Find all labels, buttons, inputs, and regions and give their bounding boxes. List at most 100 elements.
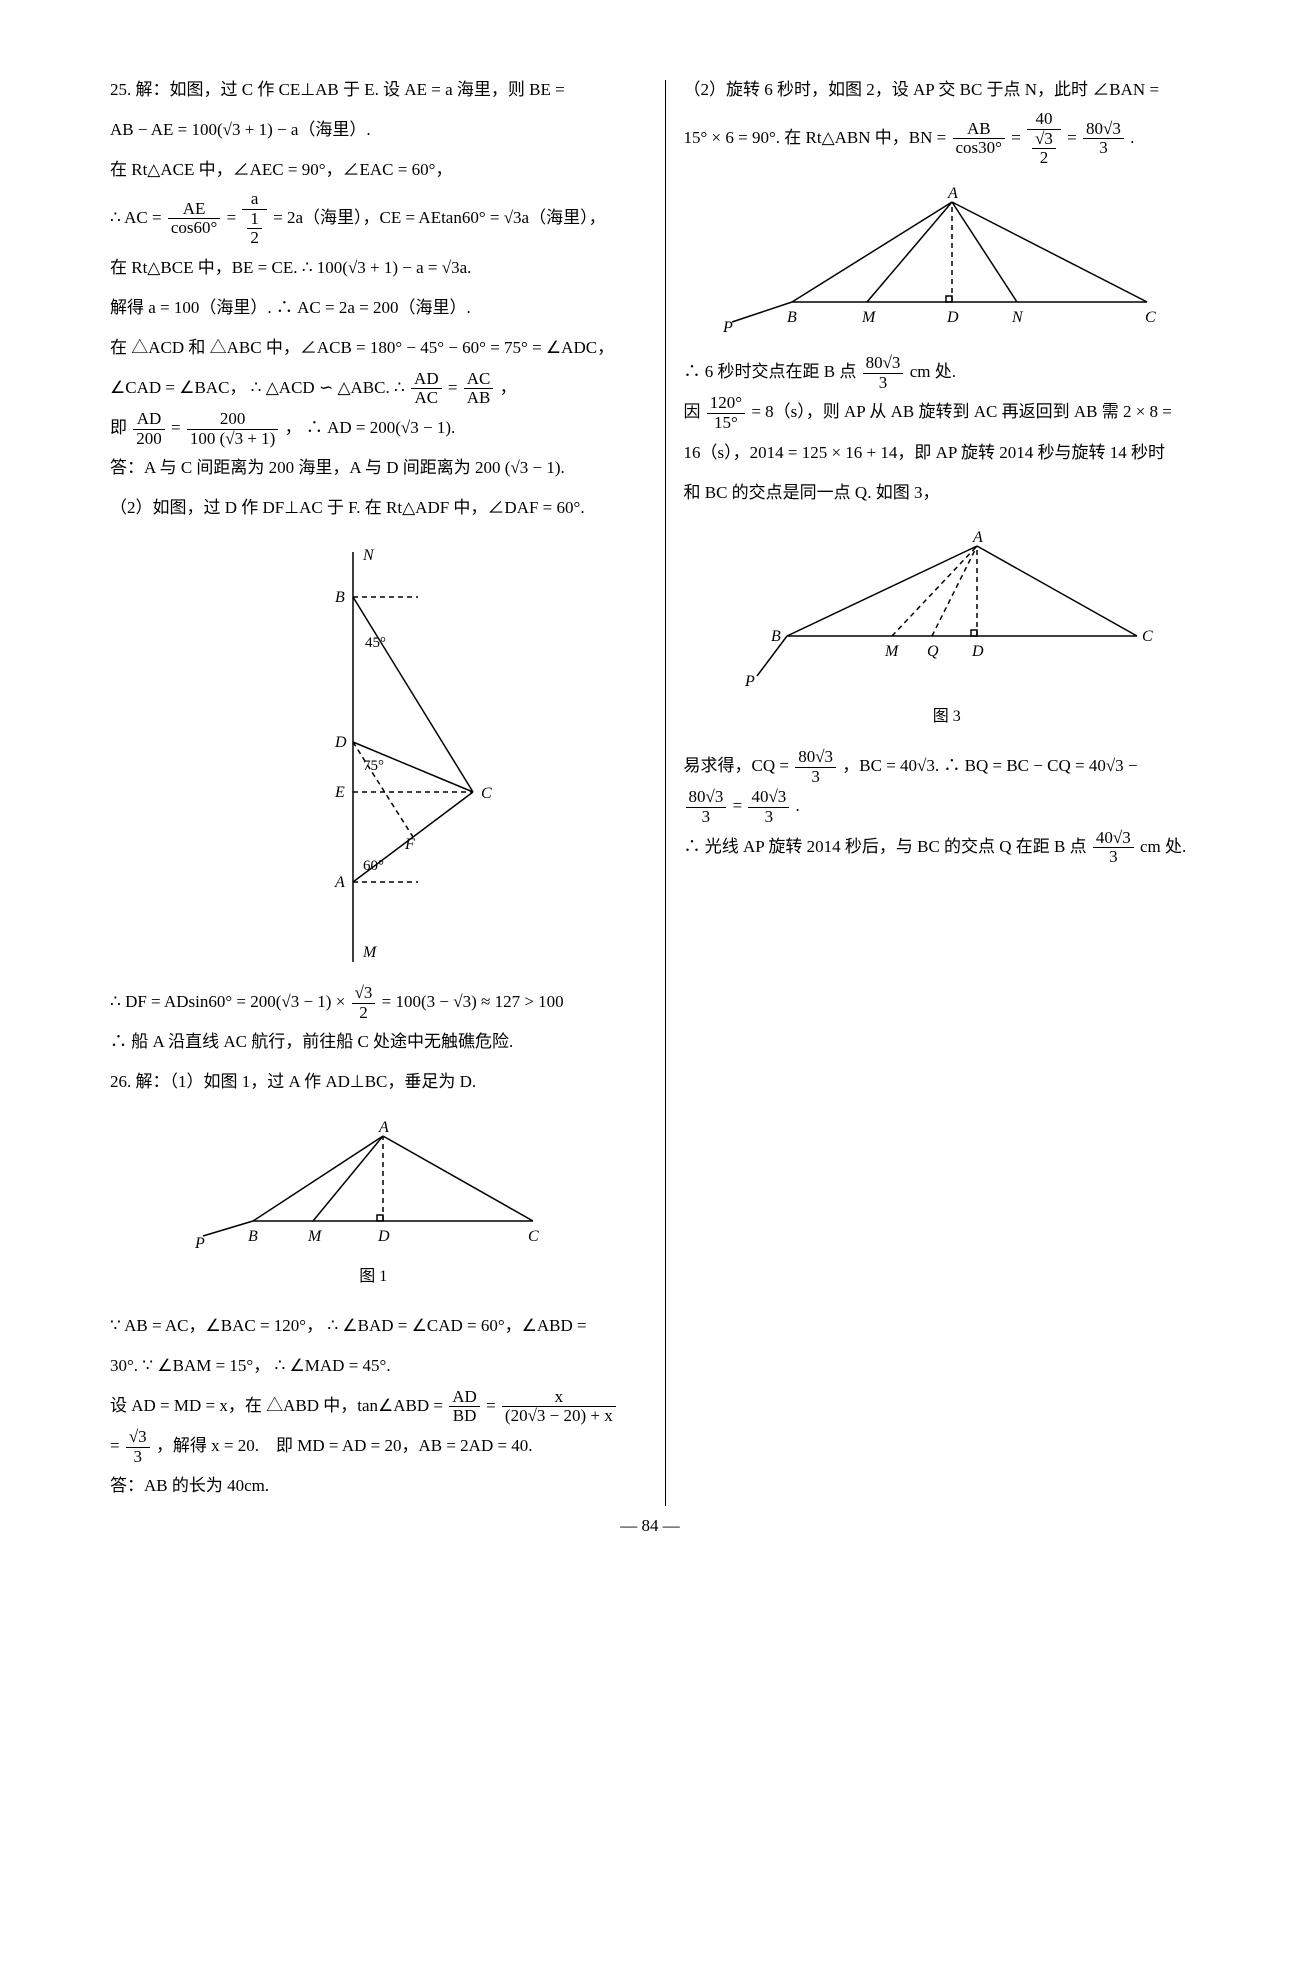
text: = bbox=[227, 208, 237, 227]
denominator: cos60° bbox=[168, 219, 220, 238]
text-line: 和 BC 的交点是同一点 Q. 如图 3， bbox=[684, 473, 1211, 513]
svg-text:A: A bbox=[972, 529, 983, 546]
text: cm 处. bbox=[910, 362, 956, 381]
text-line: 在 Rt△ACE 中，∠AEC = 90°，∠EAC = 60°， bbox=[110, 150, 637, 190]
svg-text:C: C bbox=[1142, 628, 1153, 645]
svg-text:C: C bbox=[481, 785, 492, 802]
text-line: 在 △ACD 和 △ABC 中，∠ACB = 180° − 45° − 60° … bbox=[110, 328, 637, 368]
text-line: = √33 ，解得 x = 20. 即 MD = AD = 20，AB = 2A… bbox=[110, 1426, 637, 1466]
text: = bbox=[171, 418, 181, 437]
text: ∴ 6 秒时交点在距 B 点 bbox=[684, 362, 857, 381]
fraction: 40√33 bbox=[1093, 829, 1134, 867]
svg-text:P: P bbox=[722, 319, 733, 336]
text-line: （2）如图，过 D 作 DF⊥AC 于 F. 在 Rt△ADF 中，∠DAF =… bbox=[110, 488, 637, 528]
text-line: 26. 解：（1）如图 1，过 A 作 AD⊥BC，垂足为 D. bbox=[110, 1062, 637, 1102]
text: = 2a（海里），CE = AEtan60° = √3a（海里）， bbox=[273, 208, 605, 227]
svg-text:C: C bbox=[528, 1228, 539, 1245]
text: ，BC = 40√3. ∴ BQ = BC − CQ = 40√3 − bbox=[842, 756, 1137, 775]
text-line: 25. 解：如图，过 C 作 CE⊥AB 于 E. 设 AE = a 海里，则 … bbox=[110, 70, 637, 110]
text-line: ∴ DF = ADsin60° = 200(√3 − 1) × √32 = 10… bbox=[110, 982, 637, 1022]
denominator: 1 2 bbox=[242, 210, 267, 248]
svg-text:F: F bbox=[404, 836, 415, 853]
text: 即 bbox=[110, 418, 127, 437]
svg-text:B: B bbox=[771, 628, 781, 645]
svg-text:A: A bbox=[334, 874, 345, 891]
fraction: AD200 bbox=[133, 410, 165, 448]
text-line: 因 120°15° = 8（s），则 AP 从 AB 旋转到 AC 再返回到 A… bbox=[684, 392, 1211, 432]
fraction: 40√33 bbox=[748, 788, 789, 826]
svg-text:60°: 60° bbox=[363, 858, 384, 874]
fraction: ABcos30° bbox=[953, 120, 1005, 158]
page-number: — 84 — bbox=[0, 1516, 1300, 1536]
fraction: 200100 (√3 + 1) bbox=[187, 410, 279, 448]
text-line: 设 AD = MD = x，在 △ABD 中，tan∠ABD = ADBD = … bbox=[110, 1386, 637, 1426]
text: 易求得，CQ = bbox=[684, 756, 789, 775]
text: ∴ AC = bbox=[110, 208, 162, 227]
text-line: 80√33 = 40√33 . bbox=[684, 786, 1211, 826]
figure-caption: 图 1 bbox=[110, 1258, 637, 1296]
svg-text:B: B bbox=[248, 1228, 258, 1245]
svg-text:N: N bbox=[362, 547, 375, 564]
fraction: 40 √3 2 bbox=[1027, 110, 1061, 168]
text-line: ∠CAD = ∠BAC， ∴ △ACD ∽ △ABC. ∴ ADAC = ACA… bbox=[110, 368, 637, 408]
text: = bbox=[448, 378, 458, 397]
fraction: ADBD bbox=[449, 1388, 480, 1426]
fraction: ADAC bbox=[411, 370, 442, 408]
left-column: 25. 解：如图，过 C 作 CE⊥AB 于 E. 设 AE = a 海里，则 … bbox=[110, 70, 637, 1506]
column-divider bbox=[665, 80, 666, 1506]
fraction: AE cos60° bbox=[168, 200, 220, 238]
text: = 8（s），则 AP 从 AB 旋转到 AC 再返回到 AB 需 2 × 8 … bbox=[751, 402, 1172, 421]
svg-text:N: N bbox=[1011, 309, 1024, 326]
page: 25. 解：如图，过 C 作 CE⊥AB 于 E. 设 AE = a 海里，则 … bbox=[0, 0, 1300, 1546]
text: ∴ DF = ADsin60° = 200(√3 − 1) × bbox=[110, 992, 345, 1011]
numerator: a bbox=[242, 190, 267, 210]
text-line: 30°. ∵ ∠BAM = 15°， ∴ ∠MAD = 45°. bbox=[110, 1346, 637, 1386]
text-line: 即 AD200 = 200100 (√3 + 1) ， ∴ AD = 200(√… bbox=[110, 408, 637, 448]
fraction: ACAB bbox=[464, 370, 494, 408]
svg-text:45°: 45° bbox=[365, 635, 386, 651]
svg-text:D: D bbox=[334, 734, 347, 751]
figure-2: A P B M D N C bbox=[684, 182, 1211, 342]
text-line: 在 Rt△BCE 中，BE = CE. ∴ 100(√3 + 1) − a = … bbox=[110, 248, 637, 288]
text: ， ∴ AD = 200(√3 − 1). bbox=[285, 418, 456, 437]
fraction: 80√33 bbox=[1083, 120, 1124, 158]
fraction: 120°15° bbox=[707, 394, 745, 432]
text-line: 易求得，CQ = 80√33 ，BC = 40√3. ∴ BQ = BC − C… bbox=[684, 746, 1211, 786]
svg-text:75°: 75° bbox=[363, 758, 384, 774]
fraction: √32 bbox=[352, 984, 376, 1022]
fraction: x(20√3 − 20) + x bbox=[502, 1388, 616, 1426]
text-line: 解得 a = 100（海里）. ∴ AC = 2a = 200（海里）. bbox=[110, 288, 637, 328]
figure-navigation: N B D E A M C F 45° 75° 60° bbox=[110, 542, 637, 972]
svg-text:M: M bbox=[861, 309, 877, 326]
text: ， bbox=[500, 378, 517, 397]
text-line: （2）旋转 6 秒时，如图 2，设 AP 交 BC 于点 N，此时 ∠BAN = bbox=[684, 70, 1211, 110]
svg-text:B: B bbox=[335, 589, 345, 606]
right-column: （2）旋转 6 秒时，如图 2，设 AP 交 BC 于点 N，此时 ∠BAN =… bbox=[684, 70, 1211, 1506]
svg-text:D: D bbox=[971, 643, 984, 660]
text-line: 16（s），2014 = 125 × 16 + 14，即 AP 旋转 2014 … bbox=[684, 433, 1211, 473]
fraction: 80√33 bbox=[863, 354, 904, 392]
text: = bbox=[1067, 128, 1077, 147]
svg-text:D: D bbox=[946, 309, 959, 326]
text: ∠CAD = ∠BAC， ∴ △ACD ∽ △ABC. ∴ bbox=[110, 378, 405, 397]
numerator: AE bbox=[168, 200, 220, 220]
text: = bbox=[110, 1436, 120, 1455]
svg-text:P: P bbox=[744, 673, 755, 690]
svg-text:A: A bbox=[947, 185, 958, 202]
text-line: ∴ 船 A 沿直线 AC 航行，前往船 C 处途中无触礁危险. bbox=[110, 1022, 637, 1062]
text-line: ∴ AC = AE cos60° = a 1 2 = 2a（海里），CE = A… bbox=[110, 190, 637, 248]
svg-text:M: M bbox=[362, 944, 378, 961]
text: cm 处. bbox=[1140, 837, 1186, 856]
text: = bbox=[733, 796, 743, 815]
text: 因 bbox=[684, 402, 701, 421]
text: ，解得 x = 20. 即 MD = AD = 20，AB = 2AD = 40… bbox=[156, 1436, 533, 1455]
text-line: 15° × 6 = 90°. 在 Rt△ABN 中，BN = ABcos30° … bbox=[684, 110, 1211, 168]
text: . bbox=[796, 796, 800, 815]
text-line: AB − AE = 100(√3 + 1) − a（海里）. bbox=[110, 110, 637, 150]
fraction: a 1 2 bbox=[242, 190, 267, 248]
svg-text:E: E bbox=[334, 784, 345, 801]
text-line: ∴ 6 秒时交点在距 B 点 80√33 cm 处. bbox=[684, 352, 1211, 392]
text: 15° × 6 = 90°. 在 Rt△ABN 中，BN = bbox=[684, 128, 947, 147]
text-line: ∵ AB = AC，∠BAC = 120°， ∴ ∠BAD = ∠CAD = 6… bbox=[110, 1306, 637, 1346]
svg-text:C: C bbox=[1145, 309, 1156, 326]
